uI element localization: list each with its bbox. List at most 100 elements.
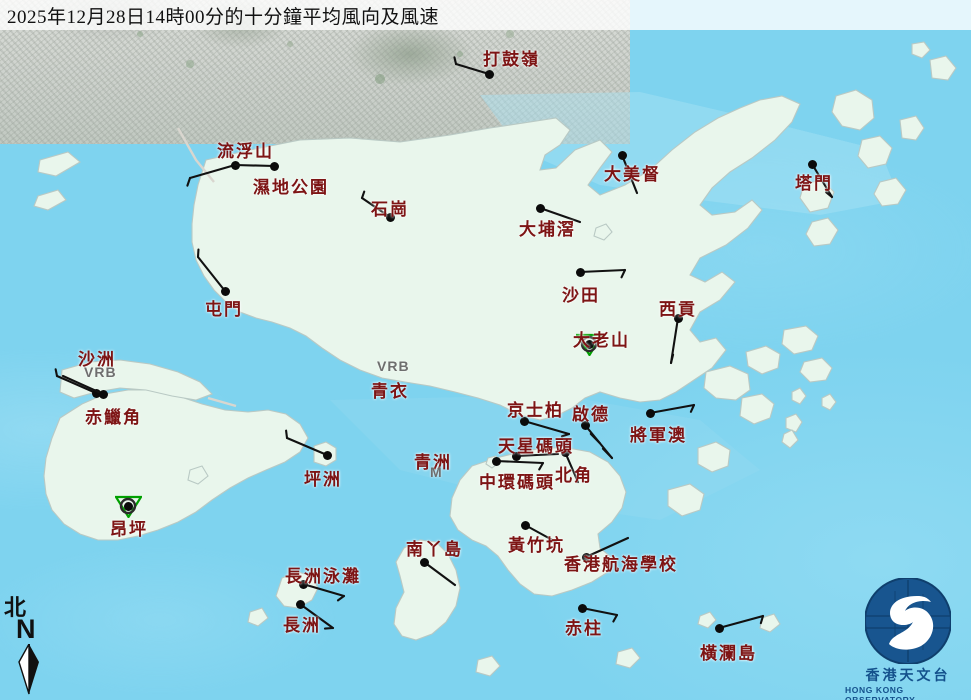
station-label: 中環碼頭 (479, 473, 555, 492)
station-dot (491, 456, 501, 466)
wind-barb-icon (717, 614, 765, 630)
station-dot (322, 450, 332, 460)
station-label: 啟德 (572, 405, 610, 424)
wind-barb-icon (538, 206, 582, 224)
bridges (176, 127, 237, 408)
station-label: 昂坪 (110, 520, 148, 539)
wind-barb-icon (523, 523, 558, 544)
eastern-islands (667, 325, 837, 517)
station-dot (807, 159, 817, 169)
wind-barb-icon (514, 452, 560, 458)
station-label: 京士柏 (507, 401, 564, 420)
station-label: 大埔滘 (519, 220, 576, 239)
station-label: 坪洲 (304, 470, 342, 489)
new-territories-land (191, 95, 801, 421)
page-title: 2025年12月28日14時00分的十分鐘平均風向及風速 (7, 6, 440, 28)
station-label: 將軍澳 (630, 426, 687, 445)
hko-logo-en: HONG KONG OBSERVATORY (845, 685, 916, 700)
station-dot (511, 451, 521, 461)
station-ring-icon (580, 335, 598, 353)
hko-logo: 香港天文台 HONG KONG OBSERVATORY (845, 577, 971, 700)
station-label: 黃竹坑 (508, 536, 565, 555)
wind-barb-icon (810, 162, 834, 199)
compass-needle-icon (18, 644, 39, 695)
wind-barb-icon (583, 423, 614, 460)
station-dot (98, 389, 108, 399)
wind-barb-icon (453, 56, 491, 76)
station-label: 濕地公園 (253, 178, 329, 197)
station-dot (295, 599, 305, 609)
station-dot (269, 161, 279, 171)
cheung-chau-land (275, 571, 319, 609)
lantau-island-land (43, 389, 309, 541)
wind-barb-icon (54, 368, 98, 395)
station-dot (535, 203, 545, 213)
station-label: 石崗 (371, 200, 409, 219)
station-dot (385, 212, 395, 222)
station-label: 沙洲 (78, 350, 116, 369)
station-label: 赤柱 (565, 619, 603, 638)
station-label: 天星碼頭 (498, 437, 574, 456)
station-dot (580, 420, 590, 430)
wind-barb-icon (301, 582, 346, 602)
station-dot (581, 552, 591, 562)
station-dot (673, 313, 683, 323)
station-label: 長洲 (283, 616, 321, 635)
wind-barb-icon (578, 268, 627, 279)
station-dot (645, 408, 655, 418)
station-label: 流浮山 (217, 142, 274, 161)
southern-islets (33, 151, 781, 677)
station-dot (123, 501, 133, 511)
station-label: 大老山 (573, 331, 630, 350)
hko-logo-cn: 香港天文台 (865, 669, 951, 684)
map-title-bar: 2025年12月28日14時00分的十分鐘平均風向及風速 (0, 0, 971, 30)
wind-barb-icon (648, 403, 696, 415)
wind-barb-icon (186, 163, 237, 187)
station-label: 青衣 (371, 382, 409, 401)
station-label: 長洲泳灘 (285, 567, 361, 586)
northeast-islands (799, 41, 957, 247)
wind-barb-icon (494, 459, 545, 471)
station-dot (91, 388, 101, 398)
station-label: 青洲 (414, 453, 452, 472)
wind-barb-icon (620, 153, 639, 195)
wind-barb-icon (580, 606, 619, 623)
compass-label-cn: 北 (4, 595, 27, 620)
station-dot (484, 69, 494, 79)
station-dot (617, 150, 627, 160)
station-label: 赤鱲角 (85, 408, 142, 427)
station-dot (577, 603, 587, 613)
station-ring-icon (119, 497, 137, 515)
station-dot (560, 447, 570, 457)
station-label: 橫瀾島 (700, 644, 757, 663)
station-dot (419, 557, 429, 567)
station-sub-label: M (430, 464, 443, 480)
station-dot (220, 286, 230, 296)
station-label: 香港航海學校 (564, 555, 678, 574)
station-label: 沙田 (562, 286, 600, 305)
station-label: 塔門 (795, 174, 833, 193)
station-dot (584, 339, 594, 349)
station-sub-label: VRB (377, 358, 410, 374)
station-dot (575, 267, 585, 277)
station-label: 大美督 (604, 165, 661, 184)
station-label: 西貢 (659, 300, 697, 319)
wind-barb-icon (360, 190, 392, 219)
wind-barb-icon (422, 560, 457, 587)
station-sub-label: VRB (84, 364, 117, 380)
station-dot (298, 579, 308, 589)
hko-s-symbol-icon (864, 577, 952, 665)
wind-barb-icon (522, 419, 571, 438)
station-label: 南丫島 (406, 540, 463, 559)
lamma-island-land (393, 539, 461, 641)
wind-barb-icon (298, 602, 335, 630)
station-dot (520, 520, 530, 530)
hko-logo-mark (864, 577, 952, 665)
station-dot (714, 623, 724, 633)
station-dot (519, 416, 529, 426)
station-label: 北角 (555, 466, 593, 485)
station-label: 打鼓嶺 (483, 50, 540, 69)
wind-barb-icon (584, 536, 630, 559)
